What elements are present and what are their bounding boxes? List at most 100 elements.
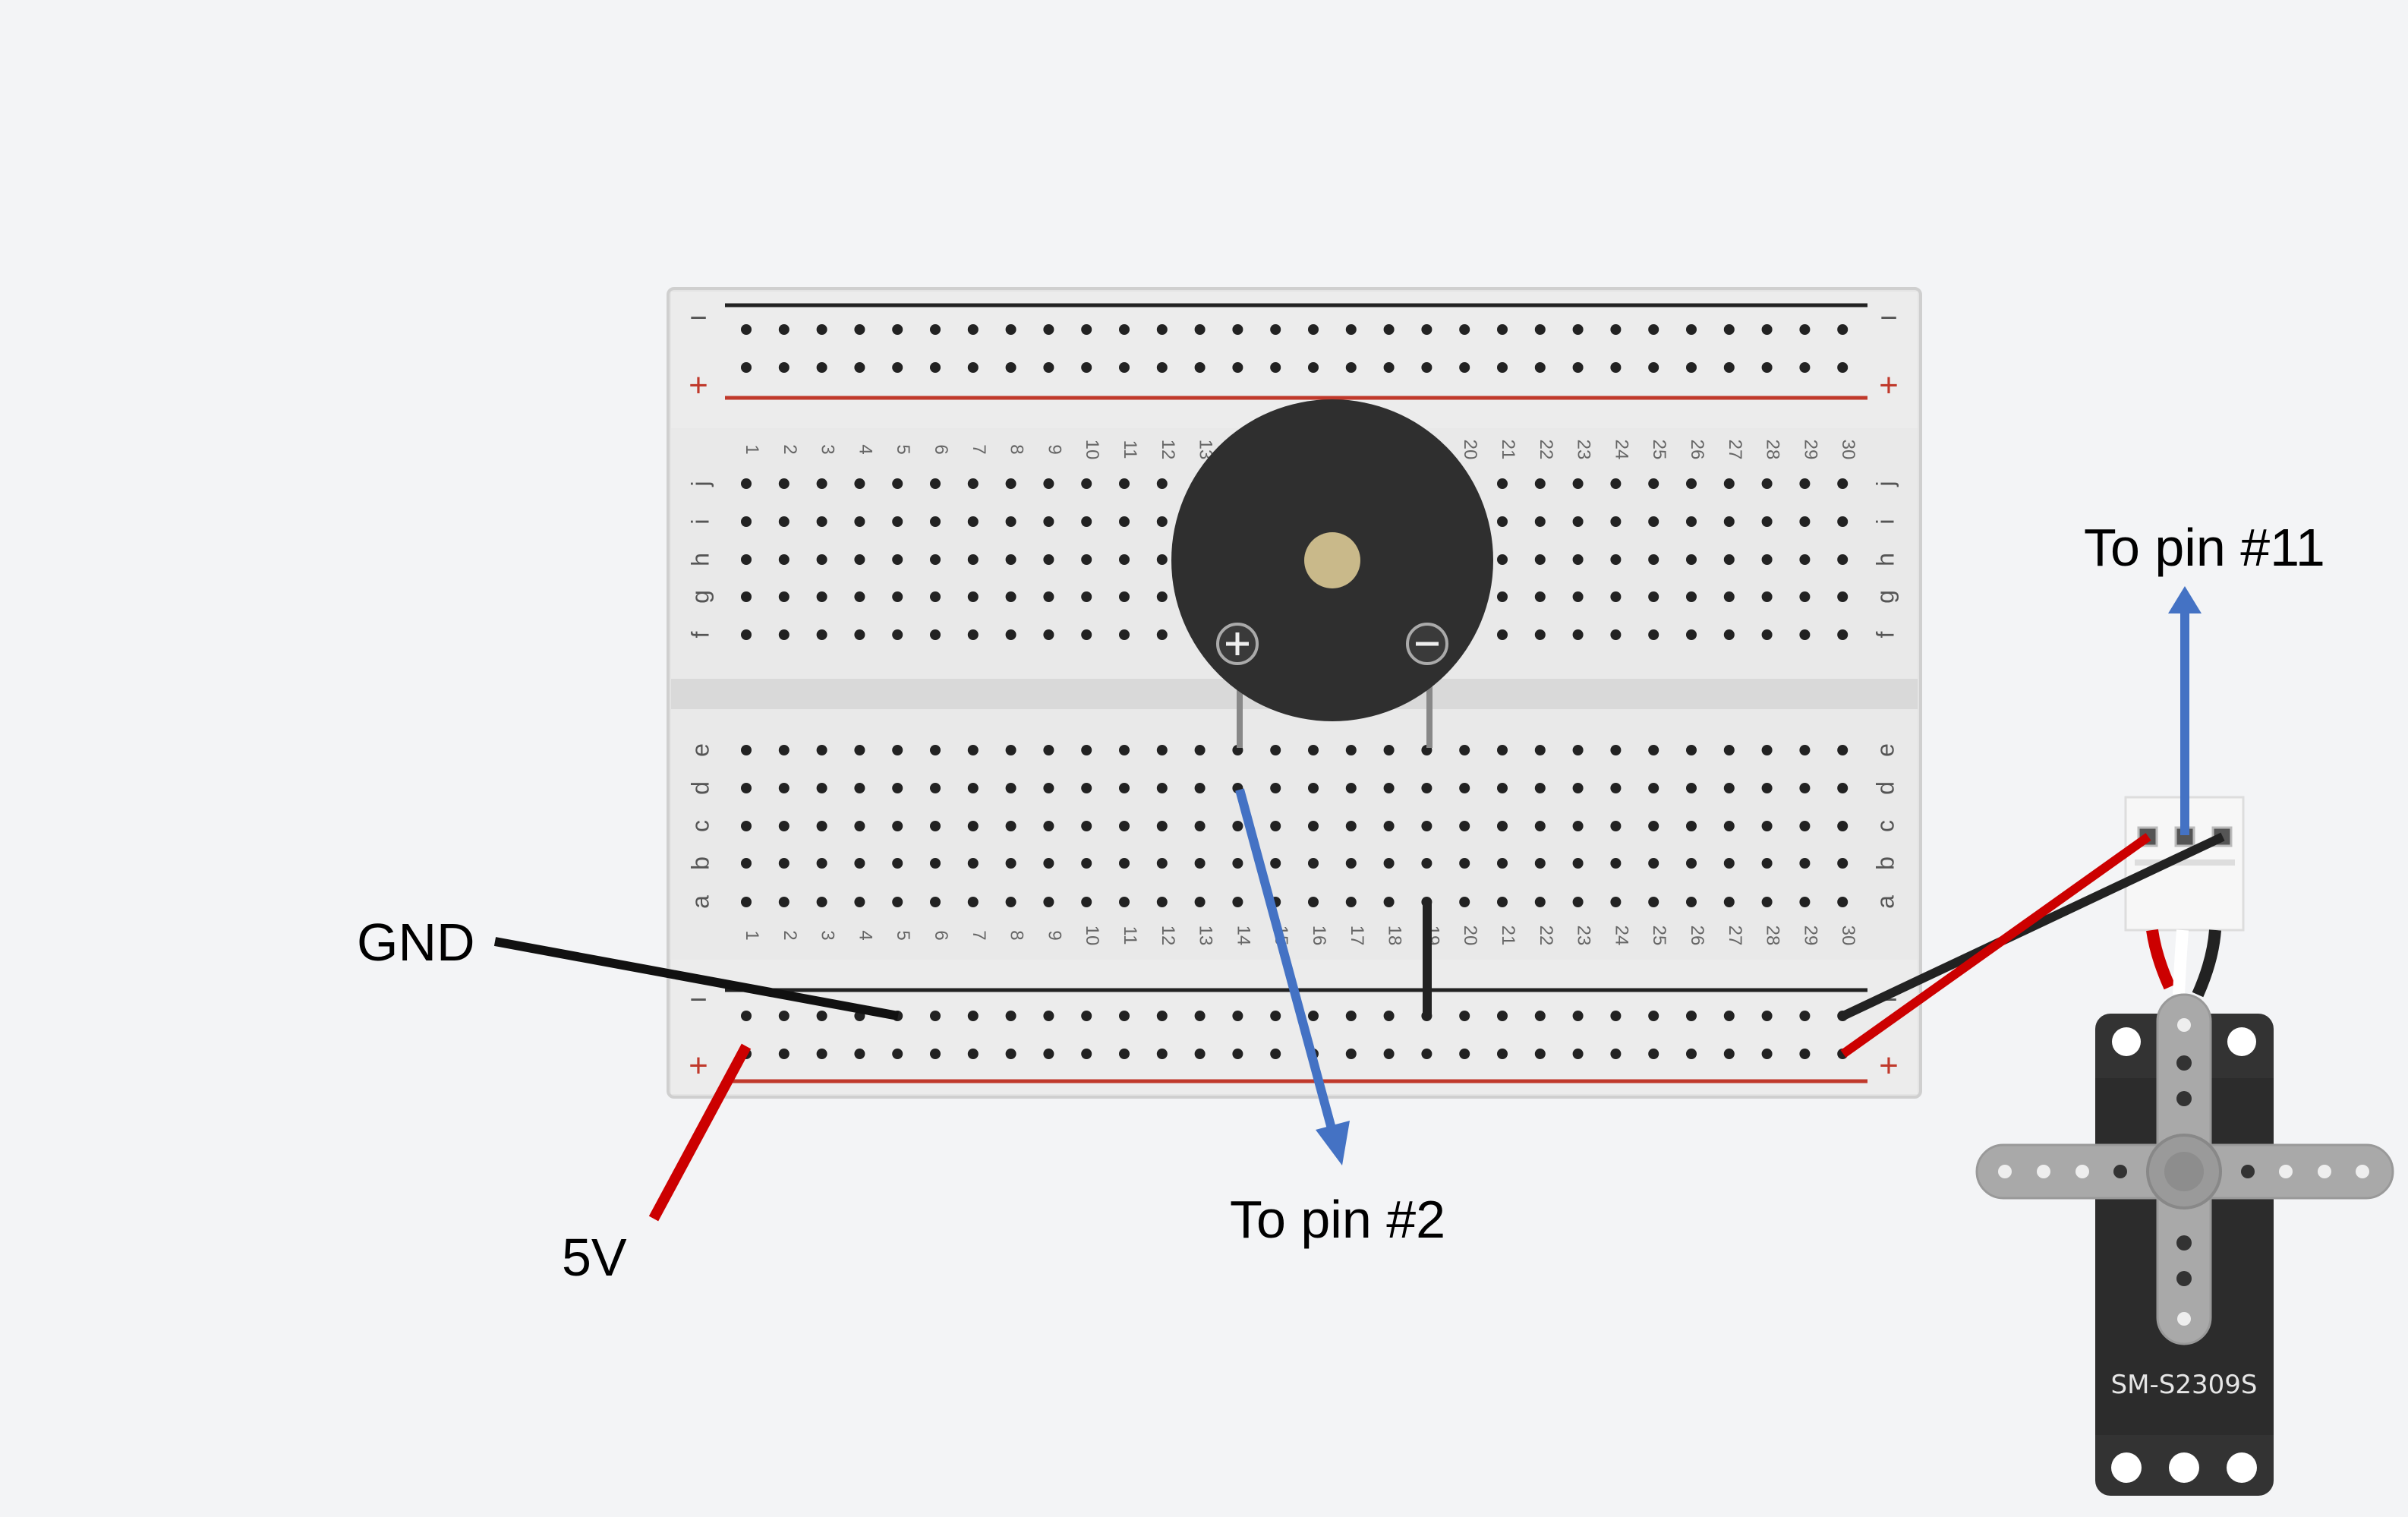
breadboard-hole	[1043, 897, 1054, 907]
breadboard-hole	[1610, 362, 1622, 373]
breadboard-hole	[1648, 478, 1659, 489]
breadboard-hole	[1648, 783, 1659, 793]
column-number: 12	[1158, 926, 1178, 946]
gnd-wire	[493, 937, 900, 1020]
row-letter: f	[686, 631, 714, 638]
breadboard-hole	[1119, 897, 1130, 907]
servo-power-wire	[1840, 833, 2151, 1058]
breadboard-hole	[1723, 897, 1735, 907]
minus-icon	[1406, 623, 1448, 665]
column-number: 8	[1007, 930, 1027, 940]
column-number: 25	[1649, 440, 1669, 460]
bottom-left-minus-sign: −	[689, 983, 707, 1017]
breadboard-hole	[778, 629, 790, 640]
breadboard-hole	[1572, 478, 1584, 489]
breadboard-hole	[816, 324, 827, 335]
breadboard-hole	[1005, 591, 1016, 602]
breadboard-hole	[1005, 324, 1016, 335]
servo-gnd-wire	[1841, 832, 2225, 1020]
breadboard-hole	[1383, 362, 1395, 373]
breadboard-hole	[1119, 362, 1130, 373]
breadboard-hole	[1610, 554, 1622, 565]
column-number: 30	[1838, 926, 1858, 946]
breadboard-hole	[1837, 516, 1849, 527]
breadboard-hole	[892, 858, 903, 869]
row-letter: b	[686, 856, 714, 870]
breadboard-hole	[1005, 1011, 1016, 1021]
breadboard-hole	[1156, 478, 1168, 489]
breadboard-hole	[1497, 745, 1508, 755]
gnd-label: GND	[357, 913, 475, 972]
breadboard-hole	[1308, 783, 1319, 793]
breadboard-hole	[1081, 783, 1092, 793]
column-number: 25	[1649, 926, 1669, 946]
breadboard-hole	[1459, 324, 1470, 335]
breadboard-hole	[1194, 362, 1206, 373]
row-letter: e	[686, 743, 714, 757]
breadboard-hole	[778, 783, 790, 793]
breadboard-hole	[1723, 324, 1735, 335]
breadboard-hole	[1572, 629, 1584, 640]
breadboard-hole	[1686, 1011, 1697, 1021]
breadboard-hole	[1005, 858, 1016, 869]
breadboard-hole	[778, 745, 790, 755]
breadboard-hole	[1837, 324, 1849, 335]
breadboard-hole	[778, 1049, 790, 1059]
column-number: 11	[1120, 926, 1140, 945]
breadboard-hole	[1610, 821, 1622, 831]
row-letter: j	[1871, 481, 1899, 487]
breadboard-hole	[816, 783, 827, 793]
breadboard-hole	[1081, 554, 1092, 565]
breadboard-hole	[1308, 745, 1319, 755]
breadboard-hole	[930, 1049, 941, 1059]
breadboard-hole	[741, 362, 752, 373]
breadboard-hole	[1648, 1049, 1659, 1059]
breadboard-hole	[816, 1011, 827, 1021]
breadboard-hole	[1761, 1011, 1773, 1021]
breadboard-hole	[1270, 858, 1281, 869]
breadboard-hole	[1345, 745, 1357, 755]
breadboard-hole	[1308, 897, 1319, 907]
breadboard-hole	[1043, 629, 1054, 640]
breadboard-hole	[892, 554, 903, 565]
breadboard-hole	[1723, 554, 1735, 565]
breadboard-hole	[1043, 1011, 1054, 1021]
breadboard-hole	[930, 897, 941, 907]
breadboard-hole	[1534, 591, 1546, 602]
column-number: 13	[1196, 926, 1216, 946]
breadboard-hole	[1270, 783, 1281, 793]
breadboard-hole	[1837, 897, 1849, 907]
breadboard-hole	[967, 783, 979, 793]
breadboard-hole	[816, 478, 827, 489]
breadboard-hole	[778, 821, 790, 831]
breadboard-hole	[1081, 858, 1092, 869]
breadboard-hole	[1005, 362, 1016, 373]
breadboard-hole	[892, 745, 903, 755]
breadboard-hole	[1119, 745, 1130, 755]
breadboard-hole	[741, 783, 752, 793]
breadboard-hole	[1497, 897, 1508, 907]
breadboard-hole	[741, 1011, 752, 1021]
breadboard-hole	[1686, 783, 1697, 793]
breadboard-hole	[1232, 1049, 1243, 1059]
breadboard-hole	[1761, 324, 1773, 335]
row-letter: a	[1871, 895, 1899, 909]
column-number: 23	[1574, 926, 1594, 946]
breadboard-hole	[892, 1049, 903, 1059]
column-number: 6	[931, 930, 951, 940]
breadboard-hole	[1723, 478, 1735, 489]
breadboard-hole	[1799, 516, 1811, 527]
breadboard-hole	[1497, 1049, 1508, 1059]
breadboard-hole	[967, 362, 979, 373]
breadboard-hole	[1421, 783, 1433, 793]
breadboard-hole	[741, 324, 752, 335]
row-letter: d	[686, 781, 714, 795]
breadboard-hole	[892, 629, 903, 640]
breadboard-hole	[854, 362, 865, 373]
column-number: 27	[1725, 440, 1745, 460]
column-number: 1	[742, 930, 762, 940]
breadboard-hole	[1686, 554, 1697, 565]
breadboard-hole	[1648, 897, 1659, 907]
breadboard-hole	[854, 516, 865, 527]
